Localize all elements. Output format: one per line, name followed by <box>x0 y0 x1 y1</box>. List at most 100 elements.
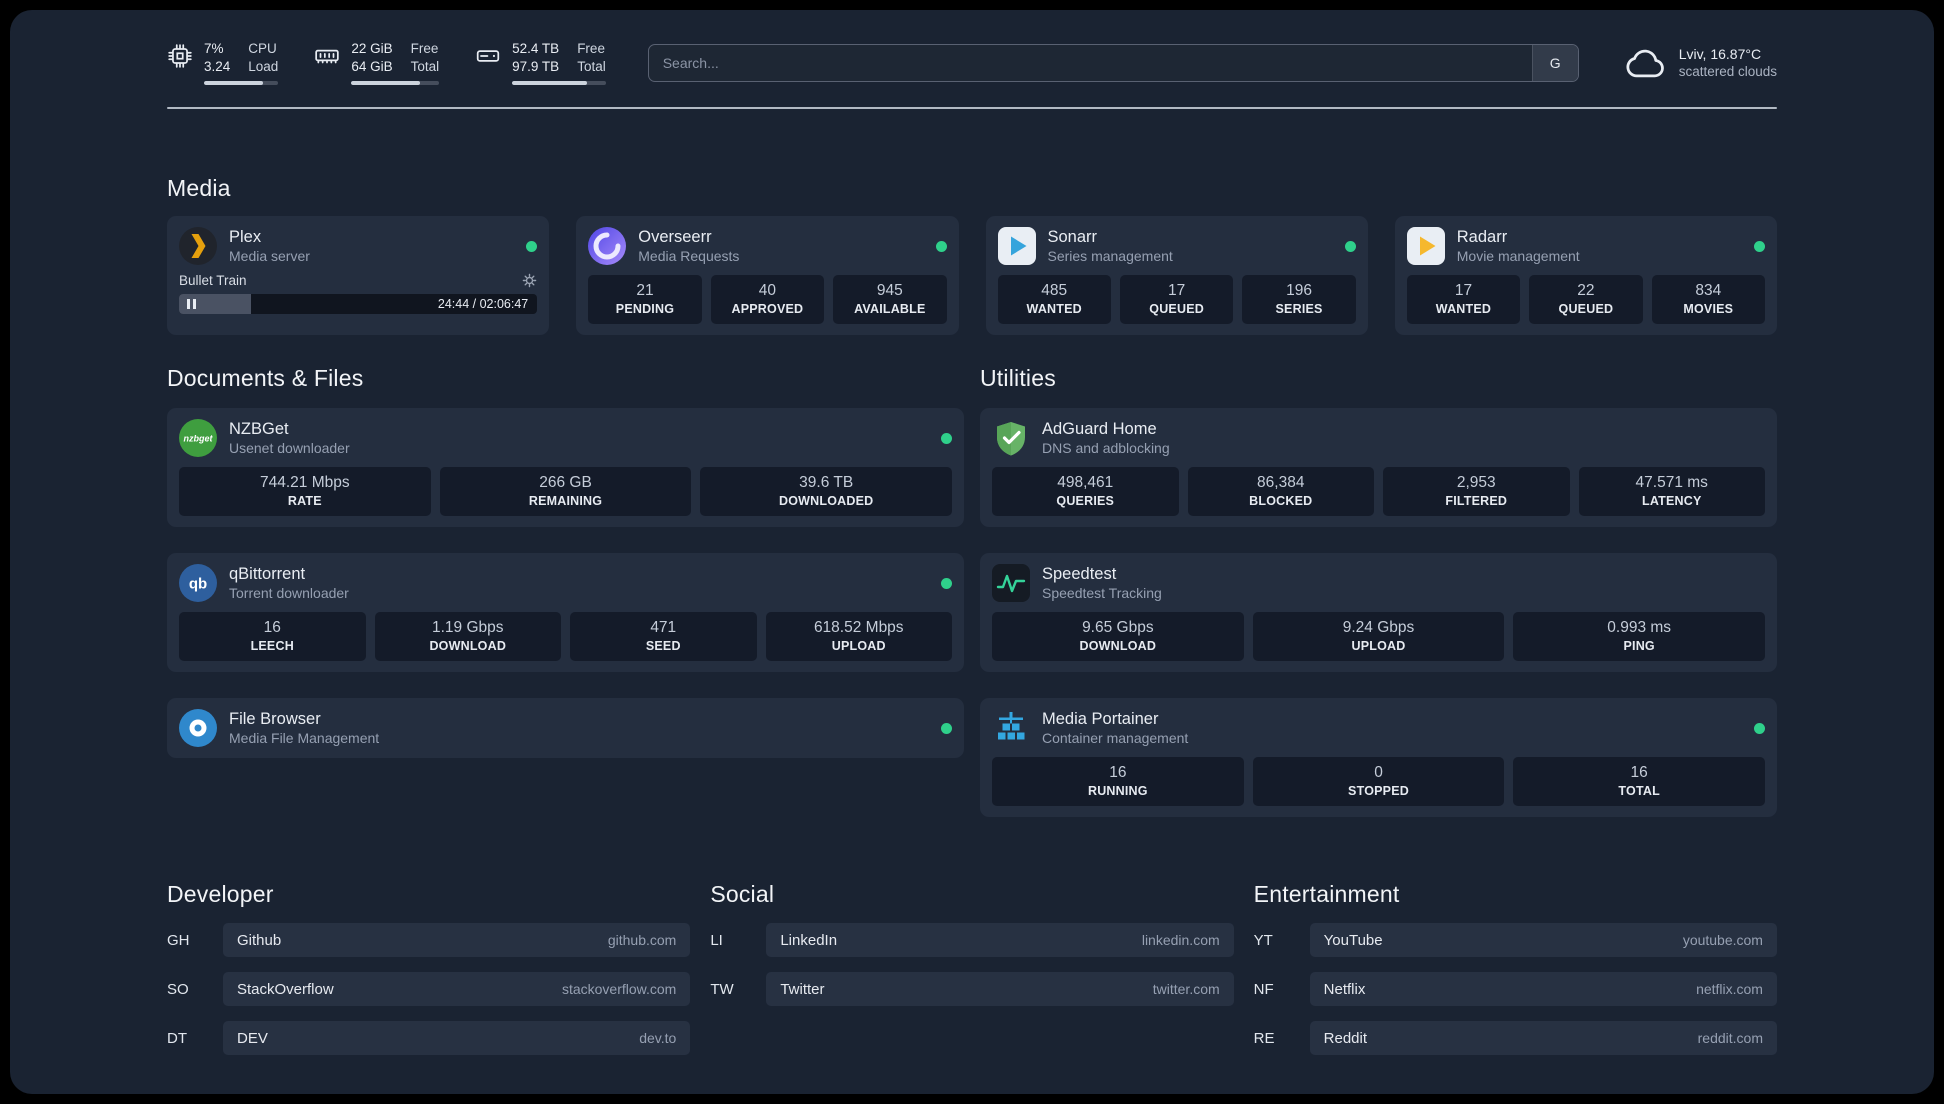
bookmark-netflix: NF Netflix netflix.com <box>1253 972 1777 1007</box>
bookmark-link-dev[interactable]: DEV dev.to <box>223 1021 691 1056</box>
bookmark-abbr: NF <box>1253 980 1274 998</box>
cpu-usage-label: CPU <box>248 41 277 56</box>
memory-total-value: 64 GiB <box>351 58 393 74</box>
now-playing-title: Bullet Train <box>179 273 247 289</box>
service-title: Speedtest <box>1042 565 1117 584</box>
stat-stopped: 0 STOPPED <box>1252 757 1505 807</box>
playback-time: 24:44 / 02:06:47 <box>437 297 529 312</box>
disk-free-value: 52.4 TB <box>512 41 560 56</box>
stat-upload: 618.52 Mbps UPLOAD <box>765 612 952 662</box>
bookmark-group-entertainment: Entertainment YT YouTube youtube.com NF N… <box>1253 881 1777 1056</box>
service-title: AdGuard Home <box>1042 420 1157 439</box>
bookmarks: Developer GH Github github.com SO StackOv… <box>167 881 1777 1056</box>
service-title: File Browser <box>229 710 321 729</box>
service-card-sonarr[interactable]: Sonarr Series management 485 WANTED 17 QUE… <box>985 216 1368 336</box>
top-bar: 7% 3.24 CPU Load <box>167 40 1777 86</box>
stat-rate: 744.21 Mbps RATE <box>179 467 431 517</box>
cloud-icon <box>1623 41 1667 85</box>
documents-column: Documents & Files nzbget NZBGet U <box>167 365 964 817</box>
section-title-entertainment: Entertainment <box>1253 881 1400 908</box>
service-card-plex[interactable]: Plex Media server Bullet Train <box>167 216 550 336</box>
cpu-readout: 7% 3.24 CPU Load <box>204 40 279 86</box>
service-card-nzbget[interactable]: nzbget NZBGet Usenet downloader 744.21 M… <box>167 408 964 528</box>
disk-readout: 52.4 TB 97.9 TB Free Total <box>512 40 606 86</box>
bookmark-link-youtube[interactable]: YouTube youtube.com <box>1309 923 1777 958</box>
bookmark-link-netflix[interactable]: Netflix netflix.com <box>1309 972 1777 1007</box>
filebrowser-icon <box>179 709 217 748</box>
cpu-load-label: Load <box>248 58 279 74</box>
stat-queued: 17 QUEUED <box>1119 275 1234 325</box>
cpu-load-value: 3.24 <box>204 58 231 74</box>
sonarr-icon <box>997 227 1036 266</box>
search-input[interactable] <box>647 43 1579 82</box>
cpu-progress-bar <box>204 81 279 86</box>
cpu-icon <box>167 43 193 69</box>
service-subtitle: Media Requests <box>638 248 740 265</box>
service-subtitle: Media File Management <box>229 730 380 747</box>
service-title: qBittorrent <box>229 565 306 584</box>
service-card-speedtest[interactable]: Speedtest Speedtest Tracking 9.65 Gbps DO… <box>980 553 1777 673</box>
bookmark-link-github[interactable]: Github github.com <box>223 923 691 958</box>
status-dot <box>1754 722 1765 734</box>
service-card-qbittorrent[interactable]: qb qBittorrent Torrent downloader 16 LEEC… <box>167 553 964 673</box>
dashboard: 7% 3.24 CPU Load <box>10 10 1934 1094</box>
qbittorrent-icon: qb <box>179 564 217 603</box>
bookmark-link-stackoverflow[interactable]: StackOverflow stackoverflow.com <box>223 972 691 1007</box>
memory-free-label: Free <box>410 41 439 56</box>
portainer-icon <box>992 709 1030 747</box>
memory-icon <box>314 43 340 69</box>
overseerr-icon <box>588 227 627 266</box>
bookmark-abbr: GH <box>167 931 190 949</box>
bookmark-group-developer: Developer GH Github github.com SO StackOv… <box>167 881 691 1056</box>
stat-remaining: 266 GB REMAINING <box>439 467 692 517</box>
bookmark-stackoverflow: SO StackOverflow stackoverflow.com <box>167 972 691 1007</box>
stat-downloaded: 39.6 TB DOWNLOADED <box>700 467 953 517</box>
disk-progress-bar <box>512 81 606 86</box>
weather-widget: Lviv, 16.87°C scattered clouds <box>1623 41 1777 85</box>
bookmark-link-linkedin[interactable]: LinkedIn linkedin.com <box>766 923 1234 958</box>
status-dot <box>941 432 952 444</box>
stat-ping: 0.993 ms PING <box>1513 612 1766 662</box>
service-card-radarr[interactable]: Radarr Movie management 17 WANTED 22 QUEUE… <box>1394 216 1777 336</box>
disk-widget: 52.4 TB 97.9 TB Free Total <box>475 40 606 86</box>
svg-text:qb: qb <box>189 576 207 593</box>
playback-progress-bar[interactable]: 24:44 / 02:06:47 <box>179 294 538 315</box>
stat-latency: 47.571 ms LATENCY <box>1578 467 1765 517</box>
stat-upload: 9.24 Gbps UPLOAD <box>1252 612 1505 662</box>
stat-wanted: 485 WANTED <box>997 275 1111 325</box>
section-title-utilities: Utilities <box>980 365 1056 392</box>
disk-total-value: 97.9 TB <box>512 58 560 74</box>
bookmark-linkedin: LI LinkedIn linkedin.com <box>710 923 1234 958</box>
service-subtitle: Movie management <box>1456 248 1580 265</box>
bookmark-link-twitter[interactable]: Twitter twitter.com <box>766 972 1234 1007</box>
media-grid: Plex Media server Bullet Train <box>167 216 1777 336</box>
status-dot <box>526 240 538 252</box>
bookmark-abbr: RE <box>1253 1029 1275 1047</box>
status-dot <box>1344 240 1356 252</box>
memory-widget: 22 GiB 64 GiB Free Total <box>314 40 440 86</box>
bookmark-twitter: TW Twitter twitter.com <box>710 972 1234 1007</box>
stat-series: 196 SERIES <box>1242 275 1356 325</box>
search-bar: G <box>647 43 1579 82</box>
status-dot <box>941 722 952 734</box>
service-card-portainer[interactable]: Media Portainer Container management 16 R… <box>980 698 1777 818</box>
svg-text:nzbget: nzbget <box>184 434 214 444</box>
service-card-overseerr[interactable]: Overseerr Media Requests 21 PENDING 40 APP… <box>576 216 959 336</box>
adguard-icon <box>992 419 1030 457</box>
cpu-widget: 7% 3.24 CPU Load <box>167 40 279 86</box>
pause-icon[interactable] <box>187 299 196 310</box>
stat-available: 945 AVAILABLE <box>833 275 947 325</box>
stat-wanted: 17 WANTED <box>1406 275 1521 325</box>
weather-location: Lviv, 16.87°C <box>1678 46 1762 63</box>
gear-icon[interactable] <box>522 273 537 288</box>
service-card-adguard[interactable]: AdGuard Home DNS and adblocking 498,461 Q… <box>980 408 1777 528</box>
service-title: Plex <box>229 228 262 247</box>
speedtest-icon <box>992 564 1030 603</box>
memory-free-value: 22 GiB <box>351 41 393 56</box>
search-provider-button[interactable]: G <box>1531 44 1578 81</box>
section-title-social: Social <box>710 881 775 908</box>
service-card-filebrowser[interactable]: File Browser Media File Management <box>167 698 964 759</box>
stat-approved: 40 APPROVED <box>710 275 825 325</box>
bookmark-link-reddit[interactable]: Reddit reddit.com <box>1309 1021 1777 1056</box>
bookmark-group-social: Social LI LinkedIn linkedin.com TW Twitte… <box>710 881 1234 1055</box>
